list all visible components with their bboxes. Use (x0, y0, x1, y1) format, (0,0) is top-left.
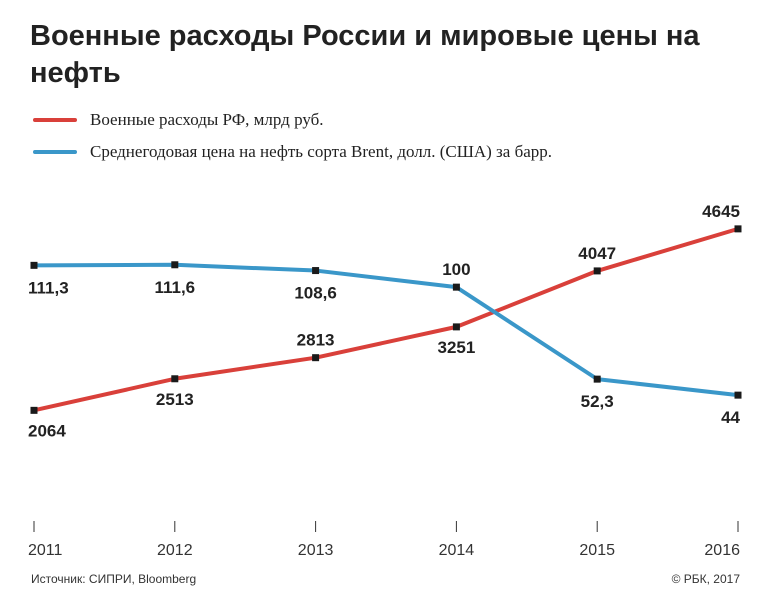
x-tick-label: 2011 (28, 542, 63, 559)
data-label: 44 (721, 408, 740, 427)
data-label: 3251 (437, 338, 475, 357)
data-point (30, 406, 38, 414)
x-tick-label: 2013 (298, 542, 334, 559)
data-point (734, 225, 742, 233)
x-tick-label: 2014 (439, 542, 475, 559)
data-label: 111,3 (28, 278, 69, 297)
chart-title: Военные расходы России и мировые цены на… (30, 20, 700, 89)
data-point (312, 267, 320, 275)
x-tick-label: 2015 (579, 542, 615, 559)
legend-label: Среднегодовая цена на нефть сорта Brent,… (90, 142, 553, 161)
data-point (452, 283, 460, 291)
data-label: 2064 (28, 421, 66, 440)
data-label: 111,6 (154, 278, 195, 297)
legend-item-brent: Среднегодовая цена на нефть сорта Brent,… (33, 142, 552, 162)
data-label: 52,3 (581, 392, 614, 411)
legend-item-military: Военные расходы РФ, млрд руб. (33, 110, 324, 130)
data-point (452, 323, 460, 331)
legend-label: Военные расходы РФ, млрд руб. (90, 110, 324, 129)
x-tick-label: 2016 (704, 542, 740, 559)
data-label: 4047 (578, 244, 616, 263)
data-label: 4645 (702, 202, 740, 221)
data-point (312, 354, 320, 362)
data-point (734, 391, 742, 399)
series-line-0 (33, 226, 739, 413)
series-line-1 (33, 262, 739, 398)
legend-swatch-blue (33, 150, 77, 154)
data-point (593, 267, 601, 275)
data-label: 2513 (156, 390, 194, 409)
source-note: Источник: СИПРИ, Bloomberg (31, 572, 197, 586)
data-point (171, 261, 179, 269)
legend-swatch-red (33, 118, 77, 122)
data-point (593, 375, 601, 383)
data-point (30, 261, 38, 269)
data-label: 2813 (297, 331, 335, 350)
copyright: © РБК, 2017 (671, 572, 740, 586)
data-point (171, 375, 179, 383)
x-tick-label: 2012 (157, 542, 193, 559)
data-label: 108,6 (294, 284, 337, 303)
data-label: 100 (442, 260, 470, 279)
